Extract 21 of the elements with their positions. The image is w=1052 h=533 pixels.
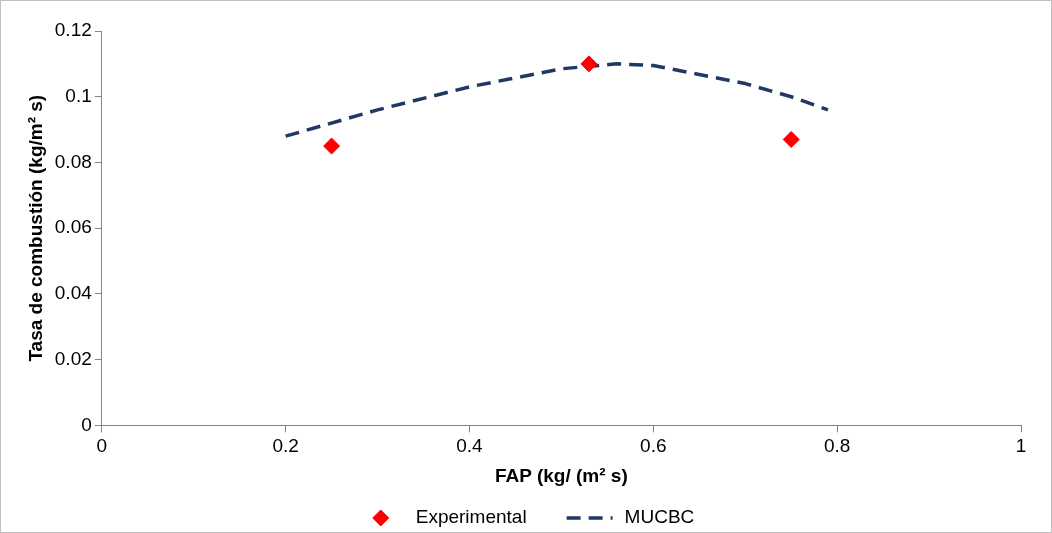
- point: [580, 55, 598, 73]
- x-axis-title: FAP (kg/ (m² s): [495, 464, 628, 486]
- y-tick-label: 0: [81, 413, 92, 435]
- legend-label: Experimental: [415, 506, 527, 528]
- point: [782, 130, 800, 148]
- y-tick-label: 0.1: [65, 84, 92, 106]
- x-tick-label: 1: [1015, 435, 1027, 457]
- y-tick-label: 0.04: [54, 282, 93, 304]
- x-tick-label: 0.8: [823, 435, 851, 457]
- legend-label: MUCBC: [624, 506, 695, 528]
- x-tick-label: 0.2: [272, 435, 299, 457]
- y-tick-label: 0.12: [54, 19, 92, 41]
- x-tick-label: 0: [96, 435, 108, 457]
- y-axis-title: Tasa de combustión (kg/m² s): [24, 94, 46, 362]
- line-series: [283, 62, 830, 138]
- y-tick-label: 0.06: [54, 216, 92, 238]
- point: [323, 137, 341, 155]
- y-tick-label: 0.08: [54, 150, 92, 172]
- x-tick-label: 0.6: [640, 435, 667, 457]
- x-tick-label: 0.4: [456, 435, 484, 457]
- y-tick-label: 0.02: [54, 347, 92, 369]
